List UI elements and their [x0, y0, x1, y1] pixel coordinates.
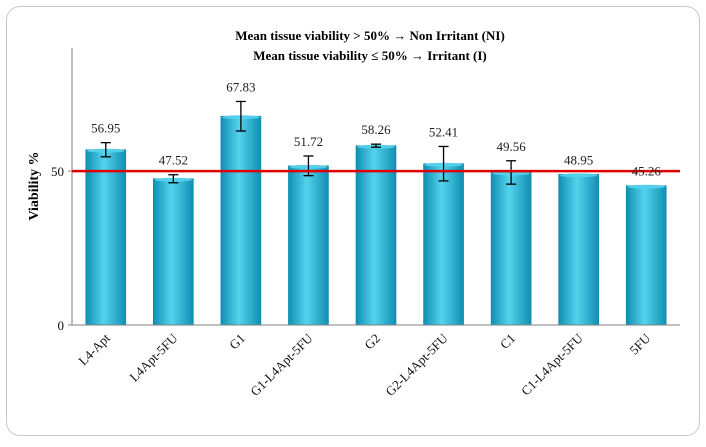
x-tick-label-5FU: 5FU: [626, 330, 653, 357]
value-label-5FU: 45.26: [632, 164, 662, 179]
bar-L4-Apt: [85, 149, 127, 326]
axes-group: [68, 48, 680, 326]
bar-5FU: [625, 185, 667, 326]
y-axis-label: Viability %: [27, 151, 42, 220]
x-tick-label-L4-Apt: L4-Apt: [75, 330, 113, 368]
bar-G2: [355, 145, 397, 326]
x-tick-label-C1-L4Apt-5FU: C1-L4Apt-5FU: [518, 330, 586, 398]
value-label-C1-L4Apt-5FU: 48.95: [564, 152, 593, 167]
value-label-L4Apt-5FU: 47.52: [159, 153, 188, 168]
annotation-line-2: Mean tissue viability ≤ 50% → Irritant (…: [253, 48, 487, 63]
x-tick-label-G1: G1: [226, 331, 248, 353]
value-label-C1: 49.56: [496, 139, 526, 154]
x-tick-label-G1-L4Apt-5FU: G1-L4Apt-5FU: [247, 330, 316, 399]
bar-C1-L4Apt-5FU: [558, 174, 599, 326]
bar-C1: [490, 172, 532, 326]
value-label-G2-L4Apt-5FU: 52.41: [429, 124, 458, 139]
bar-G1: [220, 115, 262, 326]
bars-group: [85, 100, 667, 326]
bar-top-5FU: [627, 184, 666, 189]
y-tick-label-0: 0: [58, 318, 65, 333]
x-tick-label-L4Apt-5FU: L4Apt-5FU: [126, 330, 180, 384]
y-tick-label-50: 50: [51, 164, 64, 179]
value-label-G1: 67.83: [226, 79, 255, 94]
bar-G2-L4Apt-5FU: [423, 163, 464, 326]
bar-top-C1-L4Apt-5FU: [559, 173, 598, 178]
value-label-G2: 58.26: [361, 122, 391, 137]
x-tick-label-G2: G2: [361, 331, 383, 353]
value-label-L4-Apt: 56.95: [91, 121, 120, 136]
x-tick-label-C1: C1: [497, 331, 518, 352]
x-tick-label-G2-L4Apt-5FU: G2-L4Apt-5FU: [382, 330, 451, 399]
value-label-G1-L4Apt-5FU: 51.72: [294, 134, 323, 149]
bar-L4Apt-5FU: [153, 178, 194, 326]
annotation-line-1: Mean tissue viability > 50% → Non Irrita…: [235, 28, 505, 43]
bar-G1-L4Apt-5FU: [288, 165, 329, 326]
